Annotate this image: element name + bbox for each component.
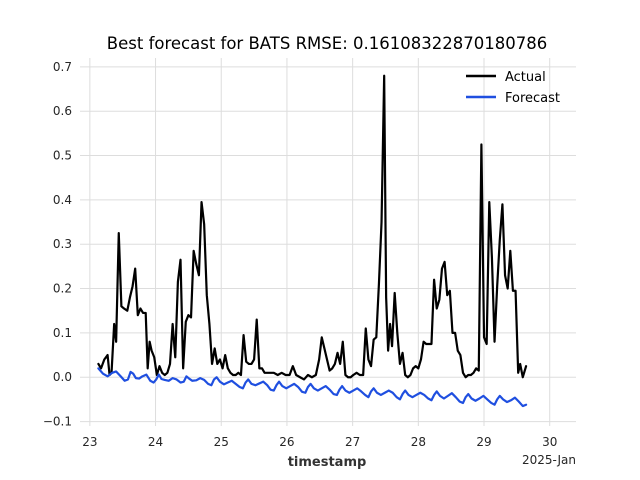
series-layer xyxy=(97,74,528,408)
x-tick-label: 23 xyxy=(82,435,97,449)
legend-label-actual: Actual xyxy=(505,70,546,85)
y-tick-label: 0.1 xyxy=(53,326,72,340)
y-axis-ticks: −0.1 0.0 0.1 0.2 0.3 0.4 0.5 0.6 0.7 xyxy=(43,60,72,429)
y-tick-label: −0.1 xyxy=(43,415,72,429)
series-line-actual xyxy=(97,74,528,381)
legend: Actual Forecast xyxy=(466,70,560,106)
x-tick-label: 29 xyxy=(476,435,491,449)
x-tick-label: 25 xyxy=(214,435,229,449)
x-tick-label: 30 xyxy=(542,435,557,449)
x-axis-offset-label: 2025-Jan xyxy=(522,453,576,467)
y-tick-label: 0.0 xyxy=(53,370,72,384)
x-tick-label: 24 xyxy=(148,435,163,449)
y-tick-label: 0.5 xyxy=(53,149,72,163)
y-tick-label: 0.6 xyxy=(53,104,72,118)
series-line-forecast xyxy=(97,367,528,408)
y-tick-label: 0.4 xyxy=(53,193,72,207)
y-tick-label: 0.2 xyxy=(53,282,72,296)
chart-title: Best forecast for BATS RMSE: 0.161083228… xyxy=(107,34,547,53)
y-tick-label: 0.7 xyxy=(53,60,72,74)
x-axis-ticks: 23 24 25 26 27 28 29 30 xyxy=(82,435,557,449)
x-tick-label: 28 xyxy=(411,435,426,449)
y-tick-label: 0.3 xyxy=(53,237,72,251)
x-axis-label: timestamp xyxy=(288,455,367,470)
x-tick-label: 27 xyxy=(345,435,360,449)
legend-label-forecast: Forecast xyxy=(505,91,560,106)
x-tick-label: 26 xyxy=(279,435,294,449)
